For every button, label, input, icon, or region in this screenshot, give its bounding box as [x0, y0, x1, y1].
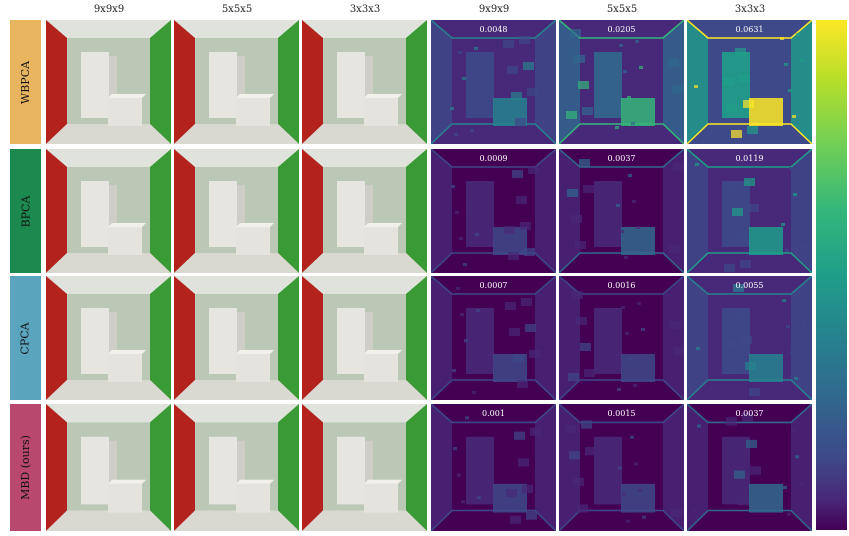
- error-value: 0.0631: [735, 25, 764, 34]
- error-map-image: 0.0048: [431, 20, 556, 144]
- error-value: 0.0007: [479, 281, 508, 290]
- error-map-icon: [687, 20, 812, 144]
- error-colorbar: [816, 20, 847, 530]
- method-name: MBD (ours): [19, 435, 33, 500]
- error-map-image: 0.0016: [559, 276, 684, 400]
- cornell-box-render-icon: [174, 276, 299, 400]
- render-image: [302, 276, 427, 400]
- render-image: [46, 20, 171, 144]
- error-map-image: 0.001: [431, 404, 556, 531]
- error-map-icon: [431, 404, 556, 531]
- error-map-icon: [559, 276, 684, 400]
- error-value: 0.0048: [479, 25, 508, 34]
- cornell-box-render-icon: [174, 20, 299, 144]
- error-value: 0.0119: [735, 154, 764, 163]
- cornell-box-render-icon: [174, 149, 299, 273]
- error-value: 0.0055: [735, 281, 764, 290]
- method-name: BPCA: [19, 195, 33, 227]
- column-header: 3x3x3: [734, 4, 766, 15]
- error-map-image: 0.0007: [431, 276, 556, 400]
- error-map-icon: [431, 149, 556, 273]
- error-map-icon: [431, 20, 556, 144]
- error-map-image: 0.0037: [687, 404, 812, 531]
- method-name: WBPCA: [19, 60, 32, 104]
- column-header: 9x9x9: [93, 4, 125, 15]
- cornell-box-render-icon: [302, 404, 427, 531]
- error-map-icon: [431, 276, 556, 400]
- render-image: [302, 20, 427, 144]
- column-header: 9x9x9: [478, 4, 510, 15]
- row-label-wbpca: WBPCA: [10, 20, 41, 144]
- error-value: 0.0037: [735, 409, 764, 418]
- error-map-icon: [687, 276, 812, 400]
- error-value: 0.0205: [607, 25, 636, 34]
- error-map-image: 0.0055: [687, 276, 812, 400]
- error-value: 0.0015: [607, 409, 636, 418]
- column-header: 3x3x3: [349, 4, 381, 15]
- column-header: 5x5x5: [606, 4, 638, 15]
- render-image: [46, 404, 171, 531]
- error-map-icon: [559, 20, 684, 144]
- error-map-image: 0.0119: [687, 149, 812, 273]
- cornell-box-render-icon: [174, 404, 299, 531]
- render-image: [174, 276, 299, 400]
- method-name: CPCA: [19, 321, 32, 355]
- row-label-cpca: CPCA: [10, 276, 41, 400]
- error-map-icon: [687, 149, 812, 273]
- cornell-box-render-icon: [302, 276, 427, 400]
- error-value: 0.0037: [607, 154, 636, 163]
- cornell-box-render-icon: [302, 149, 427, 273]
- error-map-icon: [559, 149, 684, 273]
- cornell-box-render-icon: [46, 276, 171, 400]
- render-image: [302, 149, 427, 273]
- error-map-icon: [559, 404, 684, 531]
- column-header: 5x5x5: [221, 4, 253, 15]
- error-map-image: 0.0631: [687, 20, 812, 144]
- row-label-bpca: BPCA: [10, 149, 41, 273]
- cornell-box-render-icon: [46, 404, 171, 531]
- error-map-image: 0.0015: [559, 404, 684, 531]
- cornell-box-render-icon: [46, 149, 171, 273]
- error-map-image: 0.0009: [431, 149, 556, 273]
- cornell-box-render-icon: [302, 20, 427, 144]
- cornell-box-render-icon: [46, 20, 171, 144]
- row-label-mbd-ours: MBD (ours): [10, 404, 41, 531]
- error-value: 0.001: [482, 409, 505, 418]
- error-value: 0.0016: [607, 281, 636, 290]
- render-image: [174, 149, 299, 273]
- render-image: [46, 149, 171, 273]
- error-map-image: 0.0205: [559, 20, 684, 144]
- error-map-icon: [687, 404, 812, 531]
- render-image: [174, 404, 299, 531]
- render-image: [46, 276, 171, 400]
- render-image: [174, 20, 299, 144]
- error-value: 0.0009: [479, 154, 508, 163]
- error-map-image: 0.0037: [559, 149, 684, 273]
- render-image: [302, 404, 427, 531]
